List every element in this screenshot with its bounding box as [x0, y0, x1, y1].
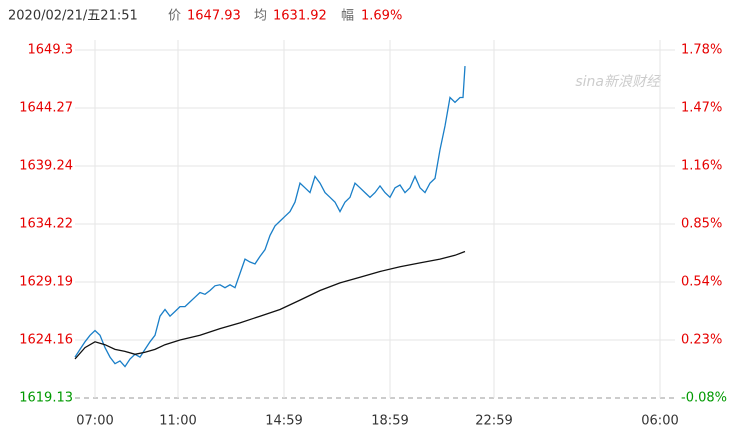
avg: 1631.92	[273, 9, 327, 24]
datetime: 2020/02/21/五21:51	[8, 9, 138, 24]
x-tick-label: 11:00	[159, 414, 196, 429]
change-label: 幅	[341, 9, 354, 24]
x-tick-label: 14:59	[265, 414, 302, 429]
y-tick-label: 1624.16	[19, 332, 73, 347]
series-line	[74, 250, 466, 360]
y2-tick-label: 1.78%	[681, 43, 722, 58]
avg-label: 均	[254, 9, 267, 24]
x-tick-label: 06:00	[641, 414, 678, 429]
y-tick-label: 1639.24	[19, 159, 73, 174]
y-tick-label: 1644.27	[19, 101, 73, 116]
x-tick-label: 18:59	[371, 414, 408, 429]
x-tick-label: 07:00	[76, 414, 113, 429]
change: 1.69%	[361, 9, 402, 24]
y2-tick-label: 1.47%	[681, 101, 722, 116]
y2-tick-label: 1.16%	[681, 159, 722, 174]
price: 1647.93	[187, 9, 241, 24]
y-tick-label: 1629.19	[19, 274, 73, 289]
y2-tick-label: 0.54%	[681, 275, 722, 290]
y2-tick-label: -0.08%	[681, 391, 727, 406]
series-line	[74, 66, 466, 368]
y2-tick-label: 0.23%	[681, 333, 722, 348]
watermark: sina新浪财经	[575, 74, 662, 90]
x-tick-label: 22:59	[475, 414, 512, 429]
y2-tick-label: 0.85%	[681, 217, 722, 232]
price-label: 价	[168, 9, 181, 24]
y-tick-label: 1619.13	[19, 391, 73, 406]
y-tick-label: 1649.3	[28, 43, 74, 58]
y-tick-label: 1634.22	[19, 216, 73, 231]
